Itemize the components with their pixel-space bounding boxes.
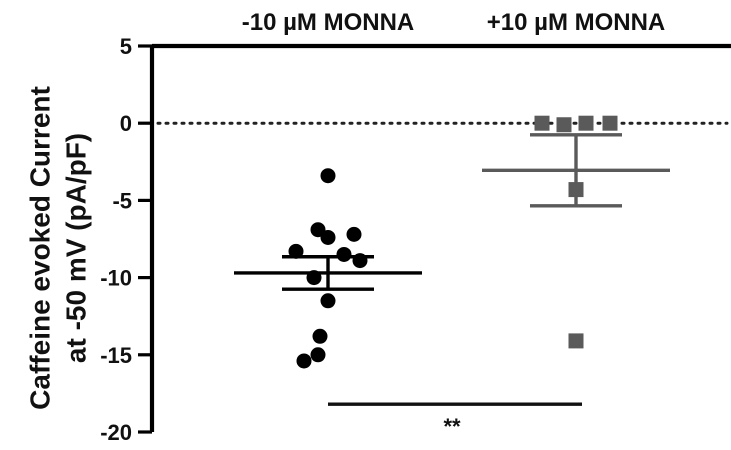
y-axis-title-line: Caffeine evoked Current <box>24 86 55 410</box>
data-point <box>306 270 322 286</box>
group-label: -10 µM MONNA <box>242 9 415 36</box>
data-point <box>312 328 328 344</box>
data-point <box>288 243 304 259</box>
data-point <box>556 117 572 133</box>
data-point <box>320 293 336 309</box>
data-point <box>534 115 550 131</box>
data-point <box>352 253 368 269</box>
data-point <box>602 115 618 131</box>
data-point <box>320 229 336 245</box>
significance-label: ** <box>443 414 461 439</box>
y-tick-label: 5 <box>120 34 132 59</box>
data-point <box>320 168 336 184</box>
data-point <box>568 333 584 349</box>
y-tick-label: -10 <box>100 266 132 291</box>
group-label: +10 µM MONNA <box>487 9 666 36</box>
data-point <box>336 246 352 262</box>
y-axis-title-line: at -50 mV (pA/pF) <box>60 133 91 363</box>
data-point <box>346 226 362 242</box>
data-point <box>568 182 584 198</box>
y-tick-label: -15 <box>100 343 132 368</box>
y-tick-label: 0 <box>120 111 132 136</box>
y-tick-label: -20 <box>100 420 132 445</box>
data-point <box>578 115 594 131</box>
data-point <box>310 347 326 363</box>
data-point <box>296 353 312 369</box>
y-tick-label: -5 <box>112 188 132 213</box>
